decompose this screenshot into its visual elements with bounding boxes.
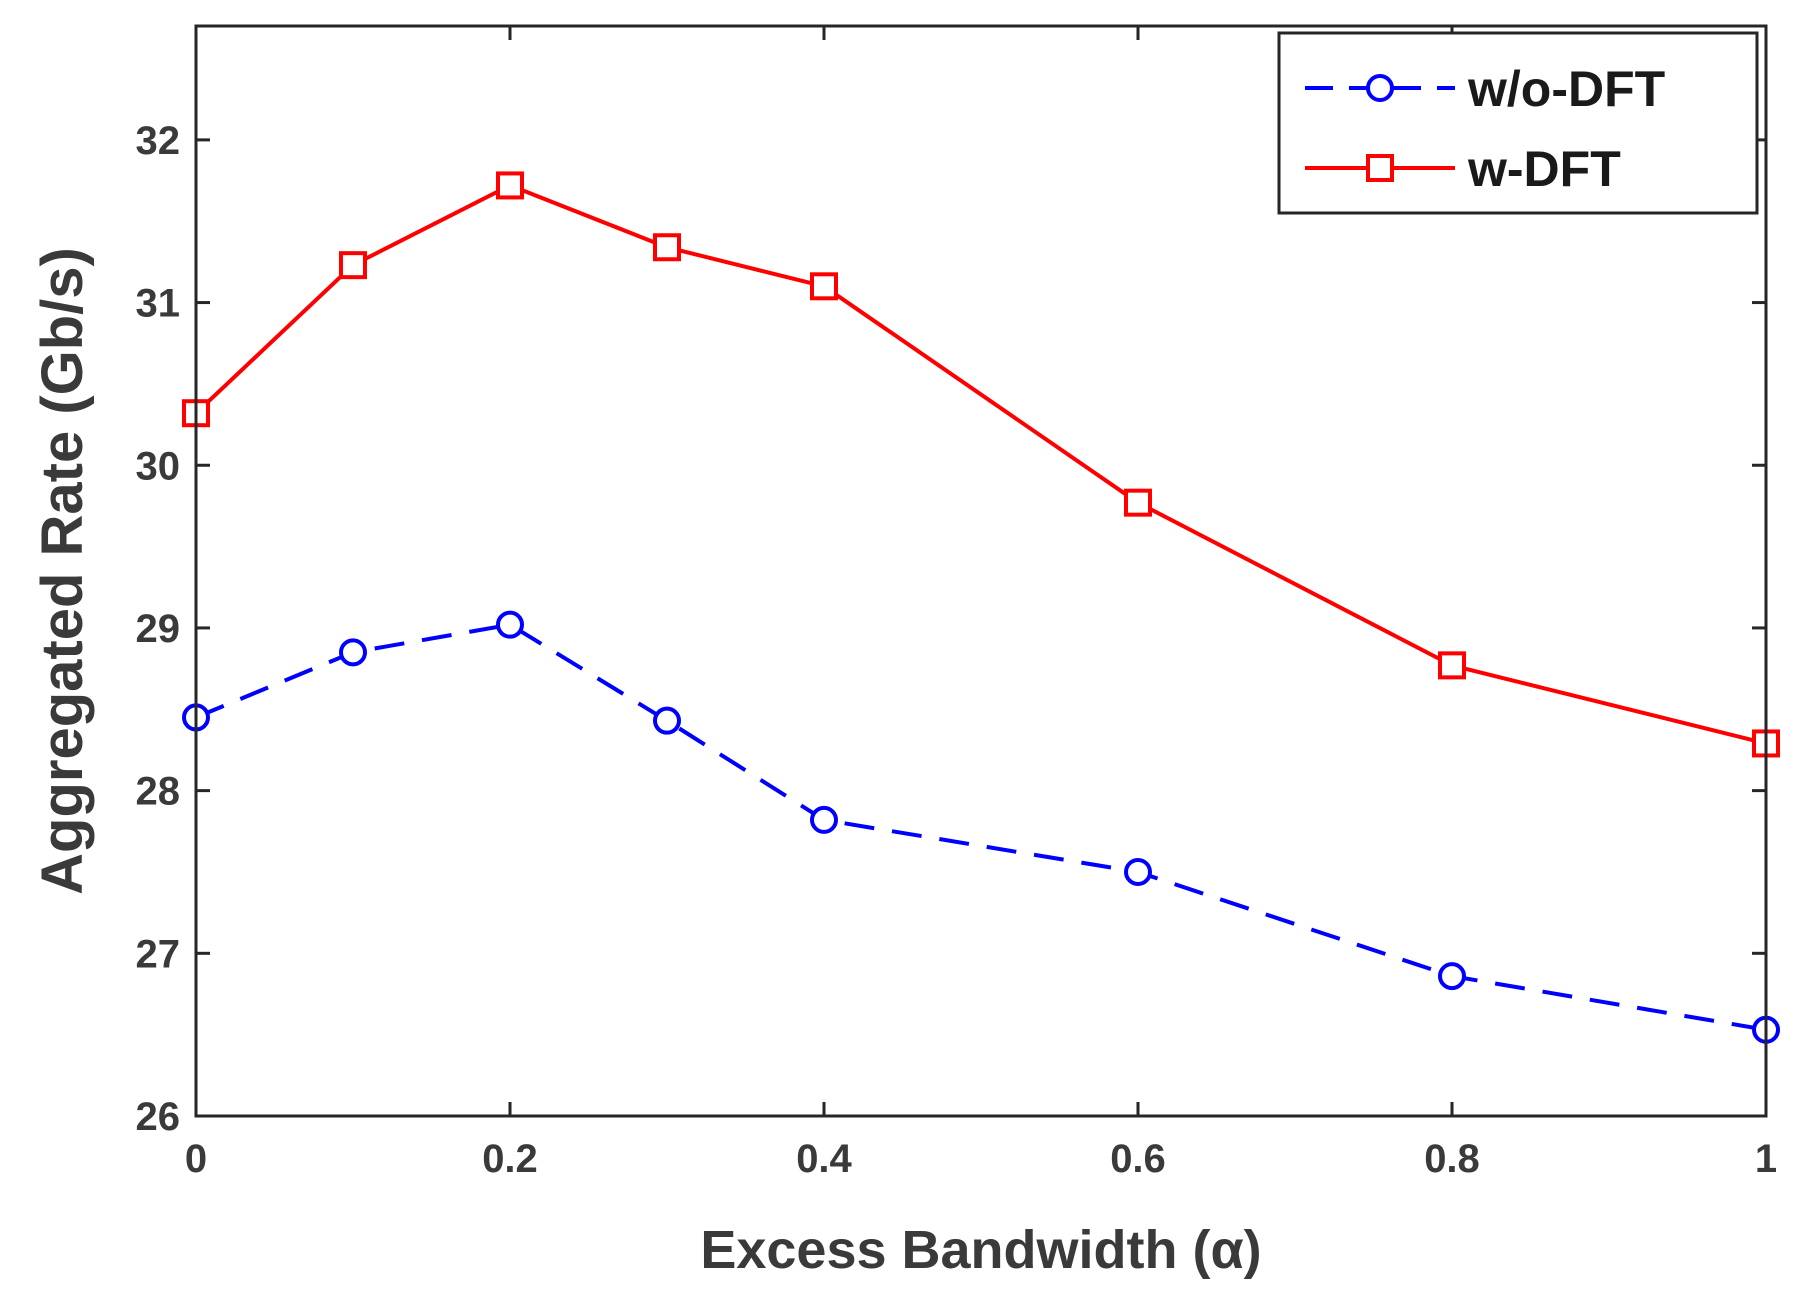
x-tick-label: 0 bbox=[185, 1137, 207, 1181]
x-tick-label: 0.4 bbox=[796, 1137, 852, 1181]
data-point-w-dft bbox=[653, 233, 681, 262]
y-tick-label: 28 bbox=[136, 770, 181, 814]
data-point-w-o-dft bbox=[1438, 962, 1466, 991]
y-axis-label: Aggregated Rate (Gb/s) bbox=[30, 247, 95, 895]
x-tick-label: 0.6 bbox=[1110, 1137, 1166, 1181]
data-point-w-dft bbox=[339, 251, 367, 280]
legend-marker-wo-dft bbox=[1366, 74, 1394, 102]
y-tick-label: 27 bbox=[136, 932, 181, 976]
data-point-w-dft bbox=[1124, 488, 1152, 517]
series-line-w-dft bbox=[194, 183, 1767, 746]
plot-area-frame bbox=[194, 24, 1768, 1118]
data-point-w-o-dft bbox=[1124, 857, 1152, 886]
x-axis-label: Excess Bandwidth (α) bbox=[700, 1220, 1261, 1280]
legend-label-wo-dft: w/o-DFT bbox=[1467, 61, 1665, 117]
x-tick-label: 0.2 bbox=[482, 1137, 538, 1181]
legend: w/o-DFT w-DFT bbox=[1277, 31, 1759, 215]
data-point-w-dft bbox=[1438, 651, 1466, 680]
data-point-w-o-dft bbox=[339, 638, 367, 667]
y-tick-label: 32 bbox=[136, 119, 181, 163]
x-tick-label: 0.8 bbox=[1424, 1137, 1480, 1181]
legend-label-w-dft: w-DFT bbox=[1467, 141, 1621, 197]
y-tick-label: 26 bbox=[136, 1095, 181, 1139]
legend-marker-w-dft bbox=[1366, 154, 1394, 182]
data-point-w-o-dft bbox=[653, 706, 681, 735]
x-tick-label: 1 bbox=[1755, 1137, 1777, 1181]
series-line-w-o-dft bbox=[195, 622, 1767, 1032]
tick-label-layer: 0 0.2 0.4 0.6 0.8 1 26 27 28 29 30 31 32 bbox=[136, 119, 1778, 1181]
data-point-w-o-dft bbox=[810, 805, 838, 834]
data-point-w-o-dft bbox=[496, 610, 524, 639]
y-tick-label: 30 bbox=[136, 444, 181, 488]
series-layer bbox=[182, 171, 1780, 1044]
y-tick-label: 29 bbox=[136, 607, 181, 651]
y-tick-label: 31 bbox=[136, 282, 181, 326]
legend-box bbox=[1277, 31, 1759, 215]
data-point-w-dft bbox=[810, 272, 838, 301]
data-point-w-dft bbox=[496, 171, 524, 200]
